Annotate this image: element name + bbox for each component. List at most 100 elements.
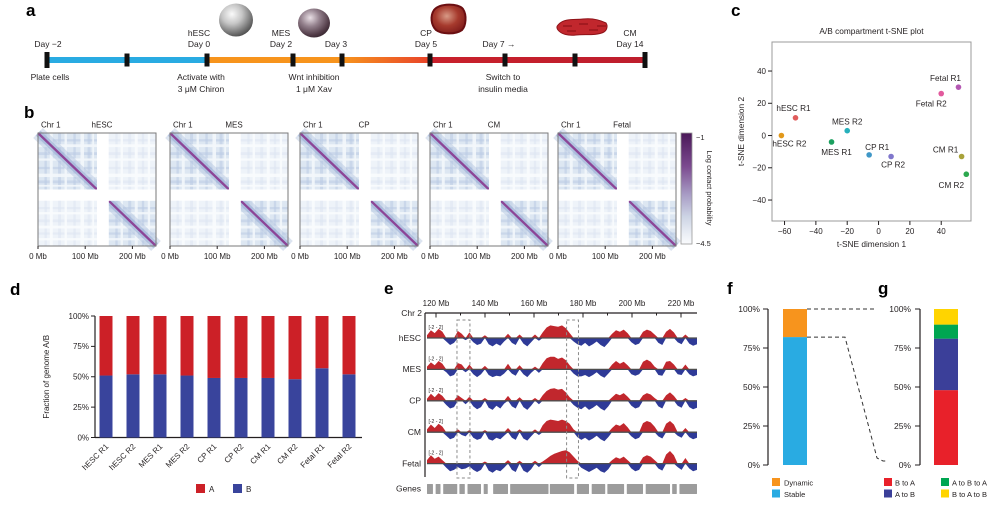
timeline-tick <box>204 53 210 67</box>
hic-map-border <box>557 132 677 247</box>
hic-xtick-label: 0 Mb <box>421 252 439 261</box>
d-bar-A-Fetal-R1 <box>315 316 329 369</box>
tsne-point-label: MES R1 <box>821 148 852 157</box>
e-track-scale-label: [-2 - 2] <box>429 388 444 394</box>
d-category-label: CM R2 <box>275 442 299 466</box>
e-gene-block <box>679 484 697 494</box>
tsne-point-CM-R1 <box>958 153 965 160</box>
hic-centromere-band <box>430 189 548 201</box>
panel-g-bar-ytick-label: 50% <box>894 382 911 392</box>
d-category-label: CM R1 <box>248 442 272 466</box>
hic-xtick-label: 200 Mb <box>251 252 278 261</box>
tsne-xtick-label: −60 <box>778 227 792 236</box>
timeline-note-label: Wnt inhibition <box>288 72 339 82</box>
panel-g-bar-ytick-label: 25% <box>894 421 911 431</box>
hic-xtick-label: 100 Mb <box>72 252 99 261</box>
tsne-point-label: hESC R2 <box>772 140 807 149</box>
e-track-scale-label: [-2 - 2] <box>429 419 444 425</box>
e-track-CP-B <box>427 400 697 411</box>
tsne-ytick-label: 20 <box>757 99 766 108</box>
e-track-Fetal-B <box>427 463 697 473</box>
hic-quadrant-light <box>108 133 156 190</box>
panel-g-label: g <box>878 279 889 298</box>
timeline-day-label: Day 14 <box>617 39 644 49</box>
hic-xtick-label: 200 Mb <box>511 252 538 261</box>
hic-diagonal <box>370 199 419 247</box>
hic-cell-label: CP <box>358 121 369 130</box>
timeline-note-label: Activate with <box>177 72 225 82</box>
hic-xtick-label: 0 Mb <box>291 252 309 261</box>
panel-g-bar-ytick-label: 100% <box>889 304 911 314</box>
hic-xtick-label: 200 Mb <box>639 252 666 261</box>
tsne-point-hESC-R2 <box>778 132 785 139</box>
hic-cell-label: hESC <box>92 121 113 130</box>
panel-e-label: e <box>384 279 394 298</box>
hic-diagonal <box>628 199 677 247</box>
e-gene-block <box>672 484 677 494</box>
hic-quadrant-light <box>628 133 676 190</box>
tsne-ytick-label: 0 <box>762 131 767 140</box>
panel-d-label: d <box>10 280 21 299</box>
d-ytick-label: 75% <box>73 342 89 351</box>
hic-map-border <box>429 132 549 247</box>
tsne-point-CP-R1 <box>866 152 872 158</box>
e-track-Fetal-A <box>427 450 697 464</box>
timeline-tick <box>124 53 130 67</box>
d-category-label: CP R2 <box>222 442 245 465</box>
hic-diagonal <box>108 199 157 247</box>
panel-d-fraction-bars: 0% 25% 50% 75% 100% Fraction of genome A/B hES… <box>42 312 362 494</box>
colorbar-min-label: −4.5 <box>696 239 711 248</box>
e-gene-block <box>493 484 508 494</box>
hic-diagonal <box>37 132 98 191</box>
d-bar-B-MES-R2 <box>180 375 194 438</box>
hic-xtick-label: 100 Mb <box>204 252 231 261</box>
e-track-scale-label: [-2 - 2] <box>429 451 444 457</box>
d-yaxis-title: Fraction of genome A/B <box>42 335 51 419</box>
f-legend-label: Dynamic <box>784 479 813 488</box>
panel-b-hic-maps: Chr 1 hESC 0 Mb 100 Mb 200 Mb Chr 1 MES 0 Mb 100… <box>29 121 714 262</box>
d-bar-B-CM-R2 <box>288 379 302 438</box>
panel-f-bar-segment-Dynamic <box>783 309 807 338</box>
hic-diagonal <box>169 132 230 191</box>
tsne-point-hESC-R1 <box>792 114 799 121</box>
g-legend-swatch-B-to-A-to-B <box>941 489 949 498</box>
g-legend-swatch-A-to-B <box>884 489 892 498</box>
hic-quadrant-light <box>240 133 288 190</box>
hic-cell-label: CM <box>488 121 501 130</box>
tsne-point-label: MES R2 <box>832 118 863 127</box>
e-track-CM-B <box>427 432 697 442</box>
d-legend-label: A <box>209 485 215 494</box>
e-xtick-label: 220 Mb <box>668 299 695 308</box>
hic-map-CP: Chr 1 CP 0 Mb 100 Mb 200 Mb <box>291 121 423 261</box>
d-legend-label: B <box>246 485 251 494</box>
d-category-label: MES R1 <box>137 442 165 470</box>
g-legend-label: B to A <box>895 479 915 488</box>
timeline-day-label: MES <box>272 28 291 38</box>
tsne-point-label: CM R2 <box>939 181 965 190</box>
timeline-day-label: Day 5 <box>415 39 437 49</box>
timeline-tick <box>290 53 296 67</box>
panel-f-bar-ytick-label: 100% <box>738 304 760 314</box>
tsne-xtick-label: 20 <box>905 227 914 236</box>
panel-f-bar-ytick-label: 75% <box>743 343 760 353</box>
hic-map-MES: Chr 1 MES 0 Mb 100 Mb 200 Mb <box>161 121 293 261</box>
e-gene-block <box>607 484 625 494</box>
e-gene-block <box>591 484 606 494</box>
panel-c-tsne: A/B compartment t-SNE plot −60 −40 −20 0 20 40… <box>736 26 972 249</box>
g-legend-label: B to A to B <box>952 490 987 499</box>
panel-g-bar-segment-B-to-A <box>934 390 958 465</box>
timeline-tick <box>339 53 345 67</box>
d-bar-B-CP-R1 <box>207 377 221 438</box>
tsne-point-MES-R1 <box>828 139 835 145</box>
hic-map-CM: Chr 1 CM 0 Mb 100 Mb 200 Mb <box>421 121 553 261</box>
timeline-day-label: Day 7 → <box>482 39 515 49</box>
hic-cell-label: Fetal <box>613 121 631 130</box>
e-xtick-label: 160 Mb <box>521 299 548 308</box>
e-gene-block <box>467 484 481 494</box>
d-category-label: hESC R1 <box>80 442 110 472</box>
e-gene-block <box>443 484 458 494</box>
g-legend-label: A to B to A <box>952 479 987 488</box>
e-chr-label: Chr 2 <box>401 308 422 318</box>
